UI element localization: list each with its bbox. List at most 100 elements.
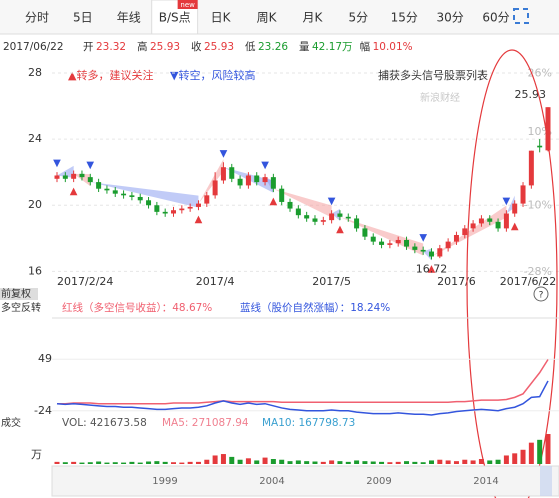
volume-bar — [254, 460, 260, 464]
tab[interactable]: 年线 — [117, 11, 141, 25]
volume-bar — [370, 461, 376, 464]
watermark: 新浪财经 — [420, 91, 460, 104]
candle-body — [520, 185, 526, 204]
volume-unit: 万 — [31, 448, 42, 461]
signal-band — [273, 188, 332, 218]
sell-signal: ▼ — [419, 233, 427, 244]
candle-body — [428, 251, 434, 257]
y-tick-label: 24 — [28, 132, 42, 145]
candle-body — [71, 173, 77, 179]
navigator-year: 2004 — [259, 476, 284, 487]
candle-body — [404, 239, 410, 247]
indicator-line — [56, 380, 549, 416]
y-tick-label: 16 — [28, 264, 42, 277]
volume-bar — [512, 453, 518, 464]
navigator-year: 2014 — [473, 476, 498, 487]
volume-bar — [487, 460, 493, 464]
volume-bar — [146, 461, 152, 464]
x-tick-label: 2017/4 — [196, 275, 235, 288]
info-value: 10.01% — [373, 41, 413, 53]
tab[interactable]: 5日 — [73, 11, 93, 25]
candle-body — [262, 177, 268, 183]
candle-body — [254, 175, 260, 183]
annotation-ellipse — [466, 49, 558, 498]
y-tick-label: 49 — [38, 352, 52, 365]
help-icon[interactable] — [533, 286, 549, 302]
candle-body — [137, 196, 143, 201]
volume-bar — [478, 459, 484, 464]
candle-body — [179, 208, 185, 211]
volume-bar — [354, 460, 360, 464]
candle-body — [270, 177, 276, 189]
tab[interactable]: 周K — [257, 11, 278, 25]
candle-body — [146, 200, 152, 206]
candle-body — [354, 218, 360, 229]
navigator — [51, 465, 559, 497]
volume-bar — [362, 461, 368, 464]
info-label: 幅 — [360, 40, 371, 53]
tab[interactable]: 60分 — [482, 11, 509, 25]
volume-bar — [387, 462, 393, 464]
volume-legend: MA5: 271087.94 — [162, 417, 249, 429]
tab[interactable]: 5分 — [348, 11, 368, 25]
candle-body — [420, 249, 426, 252]
signal-list-link[interactable]: 捕获多头信号股票列表 — [378, 68, 488, 82]
volume-bar — [62, 462, 68, 464]
candle-body — [387, 243, 393, 245]
volume-bar — [445, 460, 451, 464]
sell-signal: ▼ — [503, 196, 511, 207]
fullscreen-icon[interactable] — [513, 8, 529, 24]
sell-signal: ▼ — [86, 160, 94, 171]
candle-body — [121, 193, 127, 196]
buy-signal: ▲ — [428, 263, 436, 274]
candle-body — [545, 107, 551, 151]
volume-bar — [212, 455, 218, 464]
info-value: 23.32 — [96, 41, 126, 53]
badge-bg — [177, 0, 198, 9]
info-value: 23.26 — [258, 41, 288, 53]
volume-bar — [195, 461, 201, 464]
signal-band — [57, 165, 74, 178]
candle-body — [104, 188, 110, 191]
tab[interactable]: B/S点 — [159, 11, 191, 25]
info-label: 开 — [83, 41, 94, 53]
candle-body — [229, 167, 235, 179]
candle-body — [237, 178, 243, 186]
volume-bar — [337, 461, 343, 464]
volume-bar — [395, 461, 401, 464]
volume-bar — [287, 461, 293, 464]
buy-signal: ▲ — [511, 221, 519, 232]
candle-body — [503, 213, 509, 229]
candle-body — [329, 213, 335, 221]
candle-body — [195, 203, 201, 207]
candle-body — [345, 216, 351, 219]
tab[interactable]: 分时 — [25, 11, 49, 25]
help-glyph: ? — [539, 291, 544, 301]
tab[interactable]: 30分 — [436, 11, 463, 25]
candle-body — [370, 236, 376, 242]
volume-bar — [79, 462, 85, 464]
candle-body — [337, 213, 343, 217]
volume-bar — [187, 461, 193, 464]
candle-body — [412, 246, 418, 250]
volume-bar — [237, 459, 243, 464]
volume-bar — [312, 461, 318, 464]
volume-bar — [220, 454, 226, 464]
indicator-name: 多空反转 — [1, 301, 41, 314]
volume-bar — [345, 461, 351, 464]
volume-bar — [270, 459, 276, 464]
volume-bar — [112, 462, 118, 464]
tab[interactable]: 15分 — [391, 11, 418, 25]
volume-bar — [162, 461, 168, 464]
tab[interactable]: 月K — [302, 11, 323, 25]
candle-body — [204, 195, 210, 204]
volume-bar — [121, 462, 127, 464]
tab[interactable]: 日K — [211, 11, 232, 25]
high-label: 25.93 — [515, 88, 547, 101]
info-value: 25.93 — [204, 41, 234, 53]
volume-bar — [204, 459, 210, 464]
candle-body — [62, 175, 68, 179]
candle-body — [129, 195, 135, 197]
volume-bar — [54, 461, 60, 464]
